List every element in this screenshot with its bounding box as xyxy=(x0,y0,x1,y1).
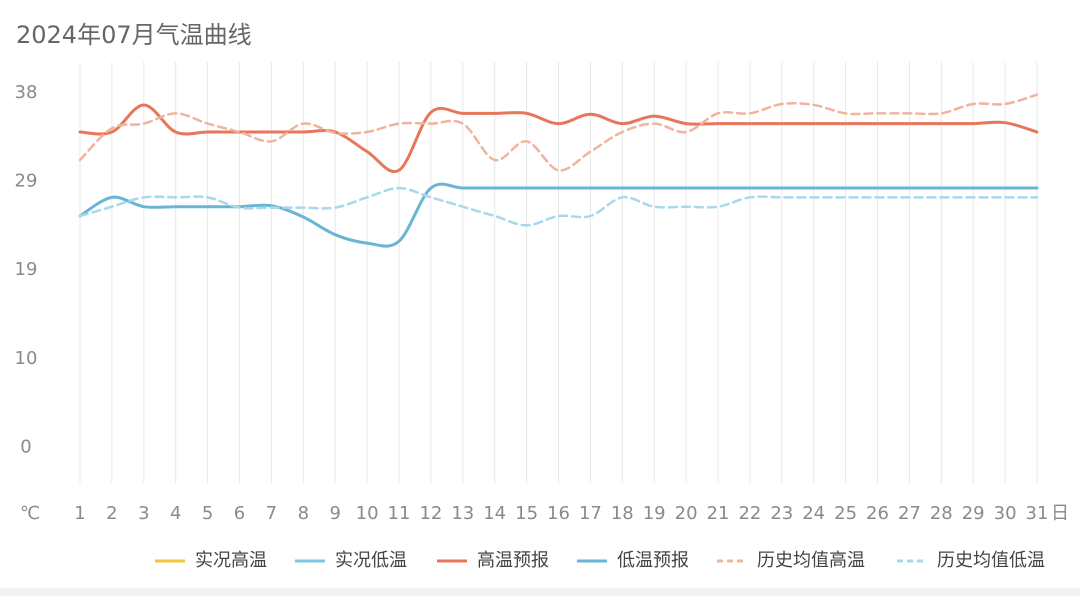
bottom-strip xyxy=(0,588,1080,596)
x-tick-label: 12 xyxy=(419,503,442,524)
x-tick-label: 11 xyxy=(388,503,411,524)
x-tick-label: 4 xyxy=(170,503,181,524)
y-tick-label: 10 xyxy=(15,348,38,369)
series-line xyxy=(78,186,1039,227)
x-tick-label: 2 xyxy=(106,503,117,524)
x-tick-label: 30 xyxy=(994,503,1017,524)
x-tick-label: 3 xyxy=(138,503,149,524)
x-tick-label: 19 xyxy=(643,503,666,524)
x-tick-label: 21 xyxy=(707,503,730,524)
legend-label: 实况高温 xyxy=(195,550,267,571)
x-tick-label: 7 xyxy=(266,503,277,524)
x-tick-label: 24 xyxy=(802,503,825,524)
x-tick-label: 9 xyxy=(329,503,340,524)
x-tick-label: 17 xyxy=(579,503,602,524)
y-tick-label: 19 xyxy=(15,259,38,280)
x-tick-label: 28 xyxy=(930,503,953,524)
chart-title: 2024年07月气温曲线 xyxy=(16,21,252,49)
legend-label: 实况低温 xyxy=(335,550,407,571)
x-tick-label: 1 xyxy=(74,503,85,524)
x-tick-label: 14 xyxy=(483,503,506,524)
x-tick-label: 15 xyxy=(515,503,538,524)
x-tick-label: 27 xyxy=(898,503,921,524)
legend-label: 历史均值低温 xyxy=(937,550,1045,571)
x-tick-label: 6 xyxy=(234,503,245,524)
x-tick-label: 18 xyxy=(611,503,634,524)
x-tick-label: 5 xyxy=(202,503,213,524)
x-unit: 日 xyxy=(1051,503,1069,524)
x-tick-label: 29 xyxy=(962,503,985,524)
x-tick-label: 26 xyxy=(866,503,889,524)
series-line xyxy=(78,93,1039,172)
x-tick-label: 13 xyxy=(451,503,474,524)
legend-label: 低温预报 xyxy=(617,550,689,571)
x-tick-label: 25 xyxy=(834,503,857,524)
x-tick-label: 16 xyxy=(547,503,570,524)
y-unit: ℃ xyxy=(20,503,40,524)
legend-label: 历史均值高温 xyxy=(757,550,865,571)
x-tick-label: 8 xyxy=(298,503,309,524)
y-tick-label: 38 xyxy=(15,82,38,103)
y-tick-label: 29 xyxy=(15,170,38,191)
x-tick-label: 10 xyxy=(356,503,379,524)
x-tick-label: 20 xyxy=(675,503,698,524)
x-tick-label: 31 xyxy=(1026,503,1049,524)
legend-label: 高温预报 xyxy=(477,550,549,571)
y-tick-label: 0 xyxy=(20,437,31,458)
x-tick-label: 22 xyxy=(738,503,761,524)
x-tick-label: 23 xyxy=(770,503,793,524)
